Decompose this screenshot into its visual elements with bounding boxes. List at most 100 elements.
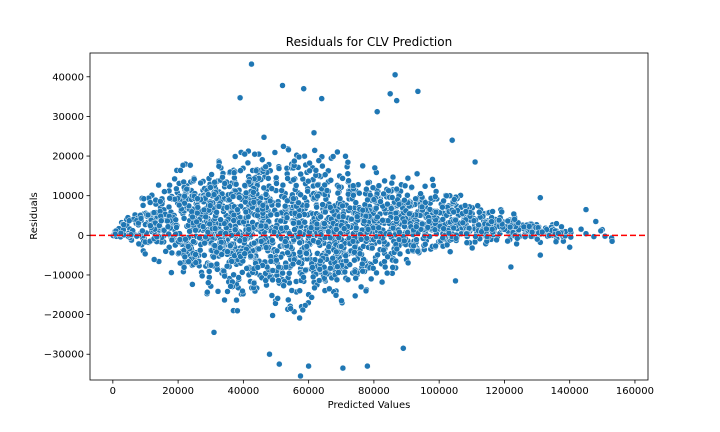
y-tick-label: 0 — [78, 231, 84, 242]
outlier-point — [566, 243, 573, 251]
scatter-point — [206, 202, 214, 209]
scatter-point — [275, 263, 282, 271]
scatter-point — [351, 249, 358, 256]
scatter-point — [218, 251, 225, 258]
scatter-point — [525, 223, 533, 230]
scatter-point — [297, 170, 304, 178]
scatter-point — [374, 251, 381, 259]
scatter-point — [414, 248, 422, 255]
scatter-point — [338, 297, 345, 305]
scatter-point — [311, 147, 318, 154]
scatter-point — [364, 196, 371, 204]
scatter-point — [237, 167, 244, 174]
scatter-point — [422, 199, 429, 206]
scatter-point — [339, 175, 346, 182]
scatter-point — [417, 190, 424, 197]
scatter-point — [270, 228, 278, 236]
scatter-point — [257, 238, 265, 245]
scatter-point — [370, 196, 378, 203]
scatter-point — [211, 178, 218, 186]
scatter-point — [204, 288, 211, 296]
scatter-point — [334, 189, 342, 197]
scatter-point — [384, 253, 391, 261]
scatter-point — [439, 216, 447, 223]
scatter-point — [192, 251, 199, 258]
scatter-point — [385, 187, 392, 194]
scatter-point — [374, 213, 381, 221]
scatter-point — [262, 277, 269, 284]
scatter-point — [375, 182, 383, 189]
x-tick-label: 0 — [110, 386, 116, 397]
scatter-point — [349, 182, 357, 189]
scatter-point — [336, 195, 344, 202]
scatter-point — [378, 278, 386, 286]
scatter-point — [510, 210, 518, 218]
outlier-point — [400, 345, 407, 352]
scatter-point — [184, 243, 192, 250]
outlier-point — [471, 158, 479, 166]
scatter-point — [125, 217, 133, 224]
scatter-point — [269, 312, 276, 319]
scatter-point — [227, 283, 234, 290]
scatter-point — [553, 220, 560, 227]
scatter-point — [168, 249, 176, 257]
scatter-point — [241, 182, 249, 189]
scatter-point — [144, 211, 152, 219]
scatter-point — [236, 194, 243, 201]
scatter-point — [233, 296, 240, 304]
scatter-point — [214, 288, 222, 295]
scatter-point — [504, 217, 512, 225]
scatter-point — [247, 252, 254, 260]
scatter-point — [418, 220, 426, 228]
scatter-point — [306, 159, 313, 167]
scatter-point — [280, 282, 287, 289]
scatter-point — [393, 185, 400, 193]
scatter-point — [341, 268, 349, 276]
scatter-point — [470, 217, 478, 224]
scatter-point — [321, 171, 329, 178]
outlier-point — [305, 362, 312, 370]
scatter-point — [310, 129, 318, 137]
scatter-point — [211, 242, 219, 249]
scatter-point — [357, 236, 365, 243]
scatter-point — [268, 185, 276, 192]
scatter-point — [173, 224, 180, 231]
outlier-point — [537, 251, 544, 259]
scatter-point — [421, 241, 429, 248]
scatter-point — [187, 161, 194, 169]
scatter-point — [219, 173, 226, 181]
y-tick-label: 10000 — [52, 191, 84, 202]
scatter-point — [381, 177, 388, 185]
scatter-point — [313, 203, 320, 211]
scatter-point — [344, 159, 352, 166]
scatter-point — [313, 220, 321, 228]
scatter-point — [275, 165, 283, 172]
scatter-point — [205, 191, 212, 198]
scatter-point — [314, 181, 321, 189]
scatter-point — [196, 246, 204, 254]
scatter-point — [201, 252, 208, 259]
scatter-point — [472, 233, 479, 240]
scatter-point — [404, 192, 411, 199]
scatter-point — [380, 246, 387, 254]
scatter-point — [262, 163, 269, 171]
scatter-point — [401, 196, 408, 204]
scatter-point — [511, 216, 518, 223]
scatter-point — [359, 267, 366, 275]
scatter-point — [166, 181, 173, 189]
scatter-point — [292, 182, 300, 189]
scatter-point — [513, 240, 520, 248]
scatter-point — [488, 226, 496, 233]
outlier-point — [537, 194, 544, 201]
scatter-point — [267, 258, 275, 265]
scatter-point — [443, 192, 450, 200]
scatter-point — [201, 239, 208, 247]
outlier-point — [448, 136, 456, 144]
scatter-point — [181, 192, 188, 200]
scatter-point — [206, 220, 213, 228]
scatter-point — [180, 264, 188, 271]
outlier-point — [318, 95, 325, 102]
scatter-point — [369, 184, 377, 191]
outlier-point — [276, 360, 283, 368]
